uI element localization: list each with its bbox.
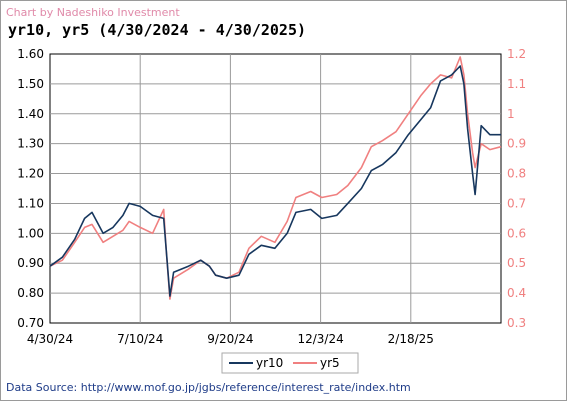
y-left-tick-label: 1.30 <box>17 137 44 151</box>
series-lines <box>49 56 502 300</box>
legend: yr10 yr5 <box>221 352 359 374</box>
series-line-yr10 <box>49 65 501 297</box>
y-right-tick-label: 0.9 <box>507 137 526 151</box>
legend-box <box>221 352 359 374</box>
chart-credit: Chart by Nadeshiko Investment <box>6 6 180 19</box>
y-left-tick-label: 1.50 <box>17 77 44 91</box>
y-right-tick-label: 0.5 <box>507 256 526 270</box>
y-right-axis: 1.2 1.1 1 0.9 0.8 0.7 0.6 0.5 0.4 0.3 <box>507 47 526 330</box>
y-left-tick-label: 1.00 <box>17 226 44 240</box>
y-left-tick-label: 0.70 <box>17 316 44 330</box>
x-axis: 4/30/24 7/10/24 9/20/24 12/3/24 2/18/25 <box>27 332 434 346</box>
y-left-tick-label: 0.90 <box>17 256 44 270</box>
x-tick-label: 12/3/24 <box>297 332 343 346</box>
y-left-tick-label: 0.80 <box>17 286 44 300</box>
x-tick-label: 4/30/24 <box>27 332 73 346</box>
y-left-tick-label: 1.60 <box>17 47 44 61</box>
data-source-note: Data Source: http://www.mof.go.jp/jgbs/r… <box>6 381 411 394</box>
chart-title: yr10, yr5 (4/30/2024 - 4/30/2025) <box>8 21 307 39</box>
y-right-tick-label: 0.3 <box>507 316 526 330</box>
x-tick-label: 9/20/24 <box>207 332 253 346</box>
y-left-axis: 1.60 1.50 1.40 1.30 1.20 1.10 1.00 0.90 0.80 0.70 <box>17 47 44 330</box>
x-tick-label: 2/18/25 <box>388 332 434 346</box>
y-left-tick-label: 1.20 <box>17 167 44 181</box>
legend-label-yr5: yr5 <box>320 356 340 370</box>
y-left-tick-label: 1.40 <box>17 107 44 121</box>
x-tick-label: 7/10/24 <box>117 332 163 346</box>
grid-lines <box>50 54 501 323</box>
y-right-tick-label: 0.6 <box>507 226 526 240</box>
y-right-tick-label: 0.7 <box>507 196 526 210</box>
y-right-tick-label: 0.8 <box>507 167 526 181</box>
y-right-tick-label: 1 <box>507 107 515 121</box>
y-right-tick-label: 1.2 <box>507 47 526 61</box>
y-right-tick-label: 0.4 <box>507 286 526 300</box>
y-right-tick-label: 1.1 <box>507 77 526 91</box>
legend-label-yr10: yr10 <box>256 356 283 370</box>
plot-area <box>49 53 502 324</box>
y-left-tick-label: 1.10 <box>17 196 44 210</box>
